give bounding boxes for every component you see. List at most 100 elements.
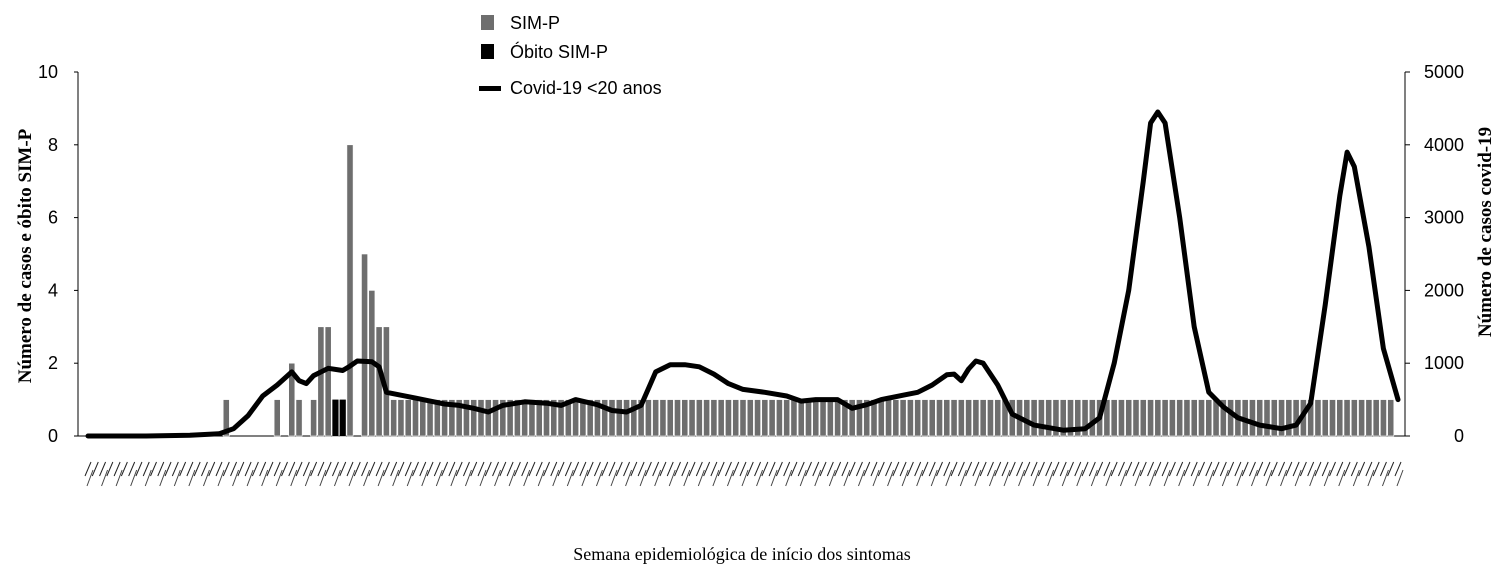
bar-sim-p [1037,399,1045,437]
x-tick-minor [348,469,356,487]
left-tick-label: 4 [48,280,58,300]
x-tick-minor [523,469,531,487]
x-tick [186,461,194,477]
bar-sim-p [1161,399,1169,437]
x-tick [1329,461,1336,477]
x-tick [855,461,863,477]
left-axis-title: Número de casos e óbito SIM-P [15,128,36,383]
x-tick [1234,461,1242,477]
x-tick [462,461,470,477]
x-tick [921,461,929,477]
bar-sim-p [528,399,536,437]
x-tick [368,461,376,477]
bar-sim-p [1329,399,1336,437]
x-tick [703,461,711,477]
x-tick [179,461,187,477]
x-tick [899,461,907,477]
bar-sim-p [783,399,791,437]
x-tick-minor [712,469,720,487]
x-tick-minor [901,469,909,487]
x-tick-minor [1134,469,1142,487]
x-tick [1278,461,1286,477]
x-tick [506,461,514,477]
x-tick [834,461,842,477]
x-tick [1219,461,1227,477]
x-tick-minor [683,469,691,487]
bar-sim-p [1110,399,1118,437]
x-tick [200,461,208,477]
x-tick-minor [785,469,793,487]
x-tick [1285,461,1293,477]
x-tick [528,461,536,477]
x-tick-minor [756,469,764,487]
x-tick [1358,461,1366,477]
bar-sim-p [492,399,499,437]
bar-sim-p [725,399,732,437]
x-tick-minor [668,469,676,487]
x-tick [120,461,128,477]
x-tick [586,461,594,477]
x-tick-minor [814,469,822,487]
bar-sim-p [1183,399,1191,437]
x-tick [1336,461,1344,477]
x-tick [433,461,441,477]
x-tick [1037,461,1045,477]
x-tick-minor [363,469,371,487]
x-tick [1045,461,1053,477]
bar-sim-p [1380,399,1387,437]
x-tick [819,461,827,477]
bar-sim-p [288,362,296,437]
bar-sim-p [455,399,463,437]
bar-sim-p [470,399,478,437]
bar-sim-p [856,399,863,437]
bar-sim-p [790,399,798,437]
x-tick [484,461,492,477]
x-tick [972,461,980,477]
x-tick [739,461,747,477]
x-tick [1067,461,1074,477]
x-tick-minor [552,469,560,487]
x-tick-minor [479,469,487,487]
x-tick [1030,461,1038,477]
x-tick [164,461,172,477]
bar-sim-p [994,399,1002,437]
bar-sim-p [557,399,565,437]
bar-sim-p [295,399,303,437]
bar-sim-p [644,399,652,437]
x-tick-minor [945,469,953,487]
x-tick [193,461,201,477]
bar-sim-p [550,399,558,437]
bar-sim-p [943,399,951,437]
x-tick [1052,461,1060,477]
bar-sim-p [826,399,834,437]
x-tick-minor [1061,469,1069,487]
x-tick [521,461,529,477]
bar-sim-p [819,399,827,437]
x-tick [783,461,791,477]
x-tick [986,461,994,477]
right-tick-label: 3000 [1424,208,1464,228]
x-tick-minor [1032,469,1040,487]
x-tick [877,461,885,477]
bar-sim-p [1059,399,1067,437]
x-tick-minor [1221,469,1229,487]
x-tick-minor [566,469,574,487]
x-tick [448,461,456,477]
x-tick-minor [799,469,807,487]
bar-sim-p [1132,399,1140,437]
x-tick-minor [625,469,633,487]
x-tick-minor [494,469,502,487]
bar-sim-p [1052,399,1060,437]
x-tick [1365,461,1373,477]
x-tick [288,461,296,477]
x-tick [1292,461,1300,477]
bar-sim-p [805,399,812,437]
x-tick-minor [595,469,603,487]
x-tick [936,461,943,477]
x-tick-minor [1105,469,1113,487]
x-tick-minor [1352,469,1360,487]
x-tick-minor [697,469,705,487]
x-tick [1270,461,1278,477]
x-tick-minor [1250,469,1258,487]
